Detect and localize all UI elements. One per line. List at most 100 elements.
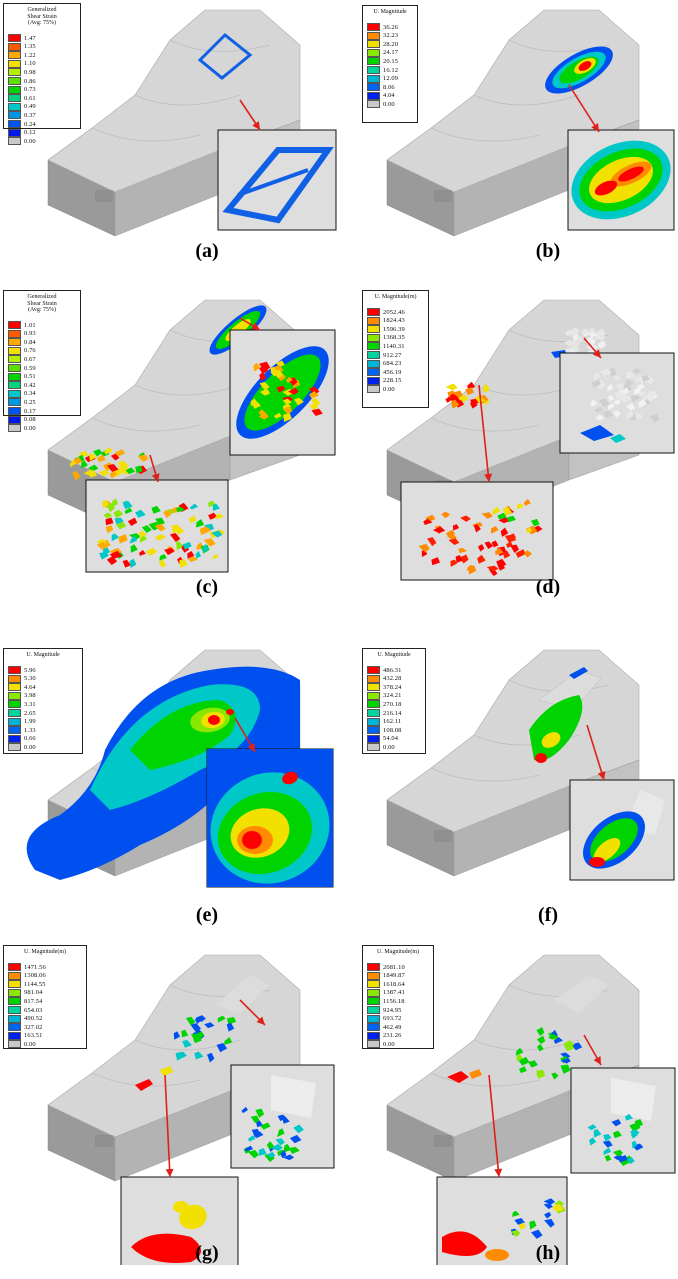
legend-value: 0.00 <box>24 743 36 751</box>
legend-swatch <box>367 359 380 368</box>
debris-fragment <box>189 503 199 510</box>
legend-entry: 0.25 <box>8 398 36 407</box>
color-legend: U. Magnitude(m) 1471.56 1308.06 1144.55 981.… <box>3 945 87 1049</box>
debris-fragment <box>497 512 507 520</box>
legend-entry: 1.22 <box>8 51 36 60</box>
debris-fragment <box>250 1115 260 1124</box>
debris-fragment <box>137 454 149 462</box>
panel-label-b: (b) <box>535 240 561 262</box>
debris-fragment <box>459 554 469 564</box>
debris-fragment <box>537 1044 544 1052</box>
legend-value: 0.93 <box>24 330 36 338</box>
debris-fragment <box>465 387 474 396</box>
debris-fragment <box>518 1222 526 1230</box>
debris-fragment <box>139 549 146 556</box>
debris-fragment <box>594 406 604 413</box>
legend-entry: 0.00 <box>367 743 395 752</box>
debris-fragment <box>553 1036 564 1044</box>
legend-swatch <box>8 389 21 398</box>
legend-title: U. Magnitude(m) <box>4 946 86 956</box>
debris-fragment <box>309 403 319 410</box>
contour-overlay <box>197 32 253 80</box>
zoom-arrow <box>568 84 600 133</box>
legend-value: 0.25 <box>24 398 36 406</box>
legend-swatch <box>8 1023 21 1032</box>
debris-fragment <box>104 447 113 455</box>
legend-value: 4.04 <box>383 92 395 100</box>
debris-fragment <box>603 1147 612 1156</box>
legend-entry: 1.35 <box>8 42 36 51</box>
zoom-inset <box>567 129 675 231</box>
zoom-inset <box>559 352 675 454</box>
legend-value: 8.06 <box>383 83 395 91</box>
legend-value: 654.03 <box>24 1006 43 1014</box>
legend-swatch <box>8 988 21 997</box>
legend-entry: 0.84 <box>8 338 36 347</box>
legend-entry: 228.15 <box>367 376 401 385</box>
legend-swatch <box>8 726 21 735</box>
legend-value: 0.00 <box>383 100 395 108</box>
debris-fragment <box>106 502 115 513</box>
legend-swatch <box>8 321 21 329</box>
debris-fragment <box>613 399 622 406</box>
panel-label-h: (h) <box>535 1242 561 1264</box>
debris-fragment <box>510 544 520 553</box>
legend-title-line: U. Magnitude(m) <box>24 949 66 955</box>
legend-swatch <box>8 34 21 42</box>
debris-fragment <box>625 402 636 411</box>
debris-fragment <box>99 551 109 560</box>
debris-fragment <box>631 1140 638 1149</box>
legend-value: 0.51 <box>24 373 36 381</box>
legend-entry: 12.09 <box>367 74 398 83</box>
debris-fragment <box>199 526 209 535</box>
debris-fragment <box>96 454 106 463</box>
legend-entry: 0.93 <box>8 329 36 338</box>
legend-value: 270.18 <box>383 700 402 708</box>
legend-value: 1156.18 <box>383 997 405 1005</box>
debris-fragment <box>311 408 323 417</box>
contour-region <box>593 838 621 862</box>
debris-fragment <box>191 1033 202 1042</box>
legend-value: 1144.55 <box>24 980 46 988</box>
debris-fragment <box>203 538 216 547</box>
legend-value: 0.00 <box>24 424 36 432</box>
legend-swatch <box>8 355 21 364</box>
contour-region <box>594 180 618 196</box>
debris-fragment <box>611 1119 622 1127</box>
legend-swatch <box>367 333 380 342</box>
legend-swatch <box>8 415 21 424</box>
zoom-arrow <box>149 454 160 483</box>
debris-fragment <box>207 1052 215 1063</box>
debris-fragment <box>208 500 216 508</box>
legend-title-line: U. Magnitude <box>373 9 407 15</box>
color-legend: Generalized Shear Strain (Avg: 75%) 1.47 1.3… <box>3 3 81 146</box>
legend-swatch <box>367 376 380 385</box>
legend-entry: 0.00 <box>8 743 36 752</box>
debris-fragment <box>543 1203 553 1210</box>
legend-entry: 0.00 <box>367 100 395 109</box>
panel-h: U. Magnitude(m) 2081.10 1849.87 1618.64 1387… <box>339 945 678 1265</box>
debris-fragment <box>512 1210 520 1217</box>
debris-fragment <box>122 559 132 568</box>
legend-entry: 0.49 <box>8 102 36 111</box>
debris-fragment <box>255 1108 265 1118</box>
contour-region <box>282 771 298 785</box>
legend-value: 684.23 <box>383 360 402 368</box>
legend-value: 0.73 <box>24 86 36 94</box>
debris-fragment <box>163 509 172 519</box>
legend-value: 20.15 <box>383 57 399 65</box>
legend-title-line: Shear Strain <box>27 13 57 20</box>
debris-fragment <box>83 469 95 477</box>
debris-fragment <box>587 1124 597 1131</box>
legend-value: 2.65 <box>24 709 36 717</box>
debris-fragment <box>282 405 293 414</box>
legend-value: 0.00 <box>383 385 395 393</box>
debris-fragment <box>649 414 660 423</box>
zoom-arrow <box>239 99 261 131</box>
color-legend: U. Magnitude 486.31 432.28 378.24 324.21 270.… <box>362 648 426 754</box>
simulation-scene <box>26 649 334 888</box>
legend-swatch <box>8 1014 21 1023</box>
color-legend: U. Magnitude 36.26 32.23 28.20 24.17 20.15 16.… <box>362 5 418 123</box>
debris-fragment <box>309 391 319 399</box>
debris-fragment <box>110 470 118 478</box>
